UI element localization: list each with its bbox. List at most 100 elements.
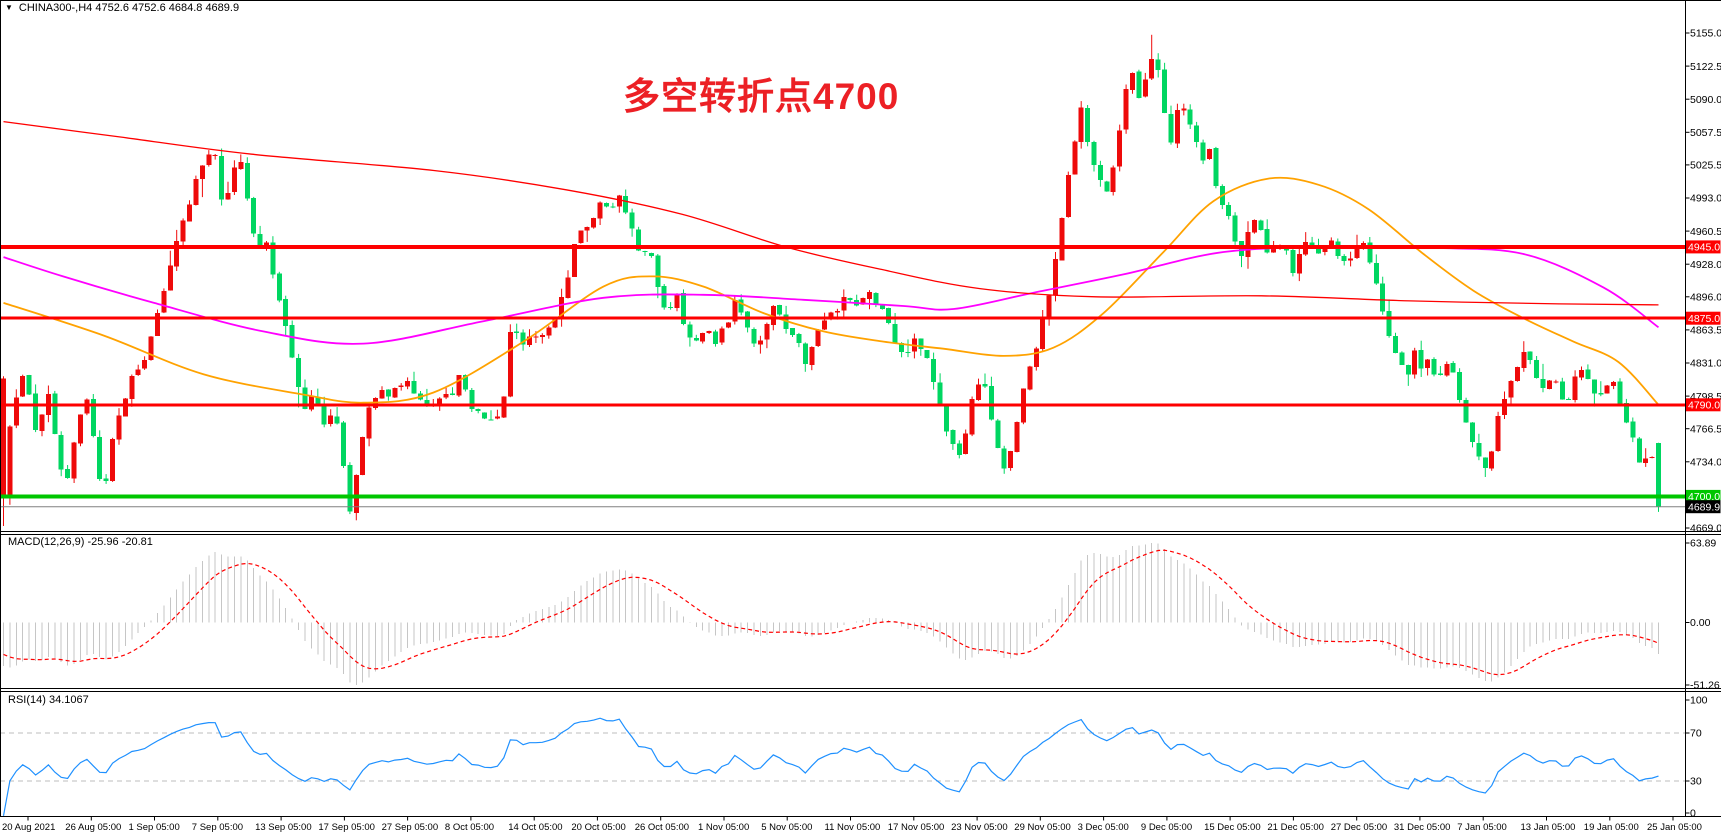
candle-body [1322,247,1328,252]
candle-body [565,277,571,298]
candle-body [539,334,545,337]
candle-body [873,292,879,306]
price-tick-label: 4928.0 [1690,259,1721,271]
current-price-tag[interactable]: 4689.9 [1686,500,1721,514]
time-tick-label: 7 Sep 05:00 [192,822,243,833]
candle-body [1271,247,1277,253]
candle-body [315,397,321,405]
candle-body [1316,246,1321,254]
candle-body [296,358,302,387]
candle-body [7,426,13,499]
candle-body [1040,319,1046,350]
candle-body [1104,181,1110,192]
candle-body [353,475,359,513]
candle-body [90,399,96,436]
candle-body [892,324,898,344]
candle-body [1348,258,1354,261]
candle-body [475,408,481,412]
svg-text:4689.9: 4689.9 [1688,502,1720,514]
candle-body [867,292,872,300]
candle-body [1591,379,1597,394]
candle-body [950,430,956,445]
candle-body [1328,240,1334,247]
time-tick-label: 1 Nov 05:00 [698,822,749,833]
candle-body [1437,373,1443,375]
candle-body [1482,457,1488,468]
price-tag-4875.0[interactable]: 4875.0 [1686,311,1721,325]
time-tick-label: 27 Sep 05:00 [382,822,439,833]
candle-body [616,195,622,207]
time-tick-label: 21 Dec 05:00 [1267,822,1324,833]
price-tick-label: 4993.0 [1690,193,1721,205]
candle-body [1341,256,1347,262]
candle-body [321,403,327,425]
candle-body [405,380,411,387]
time-tick-label: 3 Dec 05:00 [1078,822,1129,833]
symbol-dropdown-icon[interactable]: ▼ [5,2,13,12]
time-tick-label: 5 Nov 05:00 [761,822,812,833]
fast-ma-line [3,176,1660,406]
candle-body [527,336,532,345]
candle-body [1527,351,1533,360]
candle-body [693,338,699,341]
candle-body [533,336,539,338]
candle-body [1059,218,1065,261]
candle-body [751,328,757,344]
candle-body [514,331,520,334]
candle-body [167,265,173,291]
chart-title-text: CHINA300-,H4 4752.6 4752.6 4684.8 4689.9 [18,2,240,14]
price-tick-label: 5122.5 [1690,61,1721,73]
candle-body [1130,72,1135,90]
price-axis[interactable]: 5155.0 5122.5 5090.0 5057.5 5025.5 4993.0 4960… [1685,28,1721,535]
candle-body [180,220,186,242]
candle-body [648,253,654,257]
candle-body [1540,379,1546,388]
candle-body [148,336,154,361]
candle-body [341,422,346,466]
candle-body [1136,71,1142,98]
candle-body [1283,248,1289,251]
candle-body [244,163,250,199]
candle-body [956,443,962,455]
candle-body [828,312,834,320]
price-tag-4790.0[interactable]: 4790.0 [1686,398,1721,412]
macd-axis-label: 0.00 [1690,617,1711,629]
panel-borders [0,0,1721,817]
price-tag-4945.0[interactable]: 4945.0 [1686,240,1721,254]
candle-body [552,319,558,328]
candle-body [918,338,924,349]
candle-body [1611,382,1617,386]
candle-body [1245,231,1251,257]
candle-body [39,414,45,432]
candle-body [1630,421,1636,438]
candle-body [1502,398,1507,415]
horizontal-lines-layer[interactable] [0,244,1685,508]
time-tick-label: 14 Oct 05:00 [508,822,562,833]
candle-body [584,227,590,231]
time-tick-label: 20 Oct 05:00 [571,822,625,833]
time-tick-label: 8 Oct 05:00 [445,822,494,833]
candle-body [1008,451,1014,468]
candle-body [411,381,417,394]
candle-body [225,192,231,200]
candle-body [924,350,930,358]
candle-body [1405,364,1411,375]
time-axis[interactable]: 20 Aug 2021 26 Aug 05:00 1 Sep 05:00 7 Sep … [2,817,1702,833]
time-tick-label: 7 Jan 05:00 [1457,822,1507,833]
rsi-indicator-label: RSI(14) 34.1067 [8,694,89,706]
candle-body [860,298,866,305]
rsi-axis-label: 30 [1690,776,1702,788]
candle-body [437,398,443,404]
candle-body [289,325,295,358]
candle-body [238,162,244,169]
candle-body [931,359,937,383]
candle-body [1194,125,1200,143]
candle-body [462,374,468,390]
price-tick-label: 4831.0 [1690,358,1721,370]
candle-body [1258,220,1264,230]
candle-body [1123,89,1129,130]
candle-body [1553,381,1559,383]
candle-body [687,324,693,338]
